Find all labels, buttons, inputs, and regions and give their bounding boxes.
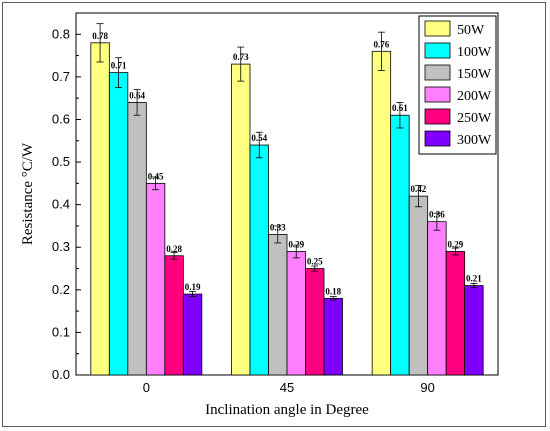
legend-label: 200W (457, 89, 492, 104)
bar (249, 144, 269, 376)
legend-swatch (424, 130, 451, 147)
data-label: 0.73 (233, 52, 249, 62)
data-label: 0.45 (148, 171, 164, 181)
bar (464, 285, 484, 376)
legend-label: 300W (457, 133, 492, 148)
y-tick-label: 0.6 (52, 111, 70, 126)
data-label: 0.36 (429, 210, 445, 220)
x-tick-label: 0 (143, 380, 150, 395)
bar (286, 251, 306, 376)
y-tick-label: 0.3 (52, 239, 70, 254)
chart-figure: 0.0 0.1 0.2 0.3 0.4 0.5 0.6 0.7 0.8 0 0.78 0.71 0.64… (2, 2, 546, 427)
data-label: 0.54 (251, 133, 267, 143)
y-tick-label: 0.5 (52, 154, 70, 169)
legend-swatch (424, 86, 451, 103)
data-label: 0.33 (270, 222, 286, 232)
legend-swatch (424, 108, 451, 125)
legend-label: 150W (457, 67, 492, 82)
legend-label: 250W (457, 111, 492, 126)
bar (427, 221, 447, 376)
bar (231, 63, 251, 376)
data-label: 0.76 (374, 39, 390, 49)
y-tick-label: 0.7 (52, 69, 70, 84)
bar (182, 293, 203, 376)
data-label: 0.64 (129, 90, 145, 100)
y-axis-title: Resistance °C/W (20, 142, 36, 245)
chart-svg: 0.0 0.1 0.2 0.3 0.4 0.5 0.6 0.7 0.8 0 0.78 0.71 0.64… (20, 12, 499, 418)
y-tick-label: 0.8 (52, 26, 70, 41)
y-tick-label: 0.4 (52, 197, 70, 212)
data-label: 0.61 (392, 103, 408, 113)
data-label: 0.18 (325, 286, 341, 296)
bar (390, 114, 410, 376)
data-label: 0.29 (448, 239, 464, 249)
data-label: 0.25 (307, 257, 323, 267)
data-label: 0.19 (185, 282, 201, 292)
legend-label: 50W (457, 23, 485, 38)
data-label: 0.71 (111, 61, 127, 71)
y-tick-label: 0.2 (52, 282, 70, 297)
x-axis-title: Inclination angle in Degree (205, 402, 369, 418)
bar (145, 182, 166, 376)
data-label: 0.78 (92, 31, 108, 41)
x-tick-label: 45 (280, 380, 294, 395)
legend-swatch (424, 20, 451, 37)
bar (371, 50, 392, 376)
bar (408, 195, 429, 376)
bar (90, 42, 110, 376)
bar (164, 255, 184, 376)
data-label: 0.42 (411, 184, 427, 194)
bar (108, 72, 129, 376)
bar (305, 268, 325, 376)
legend-label: 100W (457, 45, 492, 60)
bar (323, 297, 343, 376)
bar (127, 102, 147, 376)
legend-swatch (424, 42, 451, 59)
bar (268, 234, 288, 376)
y-tick-label: 0.1 (52, 324, 70, 339)
data-label: 0.28 (166, 244, 182, 254)
x-tick-label: 90 (420, 380, 434, 395)
data-label: 0.29 (288, 239, 304, 249)
legend-swatch (424, 64, 451, 81)
y-tick-label: 0.0 (52, 367, 70, 382)
data-label: 0.21 (466, 274, 482, 284)
bar (445, 251, 466, 376)
